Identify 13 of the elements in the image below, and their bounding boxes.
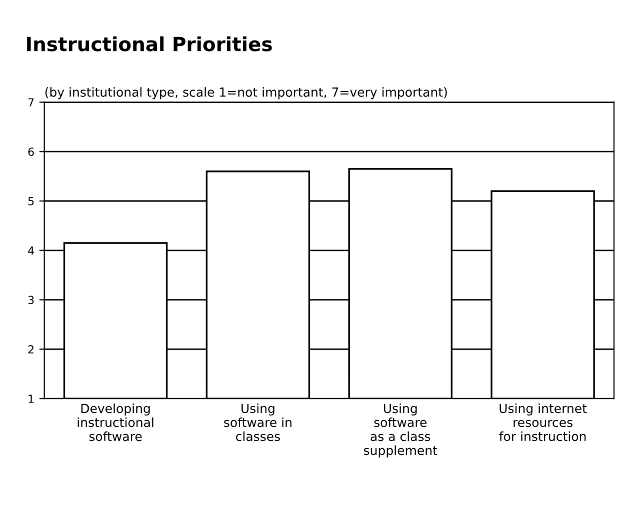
chart-title: Instructional Priorities bbox=[27, 36, 272, 52]
y-tick-label: 6 bbox=[28, 148, 34, 156]
y-tick-label: 7 bbox=[28, 98, 34, 106]
y-tick-label: 3 bbox=[28, 296, 34, 304]
chart-subtitle: (by institutional type, scale 1=not important, 7=very important) bbox=[45, 87, 447, 100]
x-tick-label: Using software as a class supplement bbox=[364, 403, 438, 458]
x-tick-label: Using software in classes bbox=[224, 403, 292, 442]
y-tick-label: 2 bbox=[28, 345, 34, 354]
y-tick-label: 4 bbox=[28, 246, 34, 255]
y-tick-label: 5 bbox=[28, 197, 34, 206]
x-tick-label: Using internet resources for instruction bbox=[499, 403, 587, 442]
y-tick-label: 1 bbox=[28, 394, 34, 403]
x-tick-label: Developing instructional software bbox=[78, 403, 154, 442]
